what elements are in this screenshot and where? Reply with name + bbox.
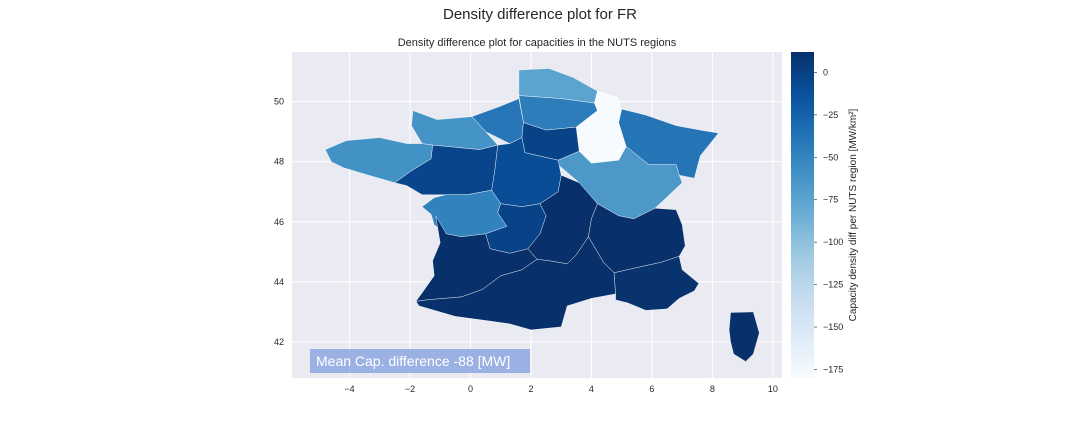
colorbar-ticks: 0 −25 −50 −75 −100 −125 −150 −175 xyxy=(814,67,843,375)
colorbar-tick-label: −125 xyxy=(823,280,843,290)
colorbar-tick-label: −150 xyxy=(823,322,843,332)
colorbar-tick-label: −25 xyxy=(823,110,838,120)
x-tick-label: 0 xyxy=(468,384,473,394)
y-tick-label: 50 xyxy=(274,97,284,107)
y-tick-label: 44 xyxy=(274,277,284,287)
x-tick-label: 4 xyxy=(589,384,594,394)
colorbar-tick-label: −100 xyxy=(823,237,843,247)
colorbar xyxy=(791,52,814,378)
colorbar-tick-label: −75 xyxy=(823,195,838,205)
annotation-box xyxy=(310,349,530,373)
x-axis-ticks: −4 −2 0 2 4 6 8 10 xyxy=(344,384,778,394)
nuts-region xyxy=(415,236,616,331)
nuts-region xyxy=(613,256,700,311)
figure-suptitle: Density difference plot for FR xyxy=(443,6,637,23)
nuts-region xyxy=(325,137,433,183)
x-tick-label: −4 xyxy=(344,384,354,394)
x-tick-label: 2 xyxy=(528,384,533,394)
y-tick-label: 42 xyxy=(274,337,284,347)
annotation-text: Mean Cap. difference -88 [MW] xyxy=(316,353,510,369)
x-tick-label: 10 xyxy=(768,384,778,394)
colorbar-tick-label: −50 xyxy=(823,152,838,162)
x-tick-label: 8 xyxy=(710,384,715,394)
colorbar-tick-label: −175 xyxy=(823,365,843,375)
colorbar-label: Capacity density diff per NUTS region [M… xyxy=(848,108,859,321)
nuts-region xyxy=(728,311,760,362)
x-tick-label: 6 xyxy=(649,384,654,394)
mean-capacity-annotation: Mean Cap. difference -88 [MW] xyxy=(310,349,530,373)
colorbar-tick-label: 0 xyxy=(823,67,828,77)
x-tick-label: −2 xyxy=(405,384,415,394)
y-axis-ticks: 42 44 46 48 50 xyxy=(274,97,284,347)
y-tick-label: 46 xyxy=(274,217,284,227)
y-tick-label: 48 xyxy=(274,157,284,167)
map-regions xyxy=(325,68,760,362)
axes-title: Density difference plot for capacities i… xyxy=(398,37,677,49)
